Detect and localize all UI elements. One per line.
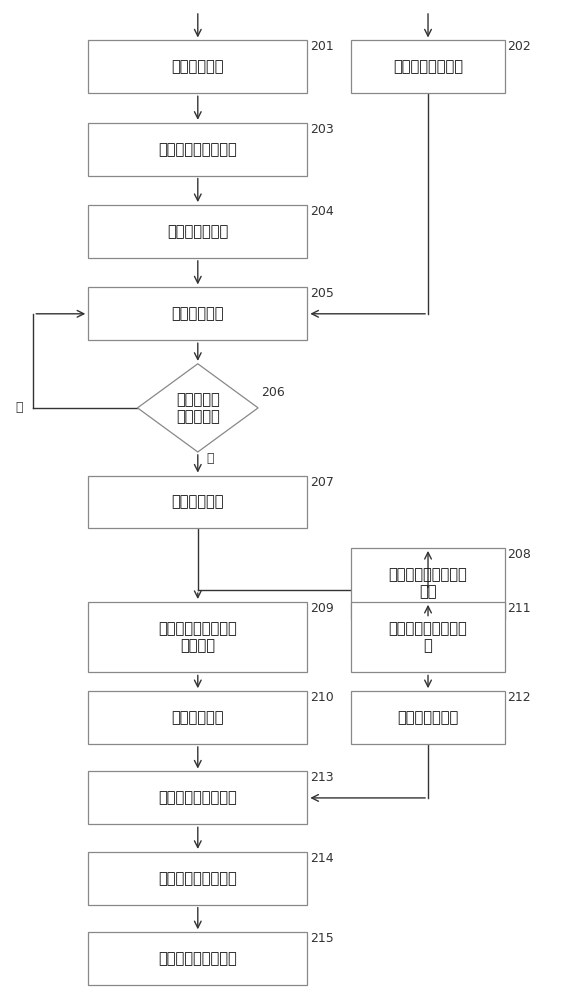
FancyBboxPatch shape (88, 932, 307, 985)
Text: 214: 214 (310, 852, 334, 865)
FancyBboxPatch shape (88, 205, 307, 258)
Text: 212: 212 (508, 691, 531, 704)
FancyBboxPatch shape (88, 40, 307, 93)
Text: 输出连续的心输出量: 输出连续的心输出量 (158, 871, 237, 886)
Text: 更新生理模型: 更新生理模型 (171, 494, 224, 509)
Text: 202: 202 (508, 40, 531, 53)
Text: 209: 209 (310, 602, 334, 615)
Text: 标记连续的心输出量: 标记连续的心输出量 (158, 951, 237, 966)
Text: 建立生理模型: 建立生理模型 (171, 306, 224, 321)
Text: 215: 215 (310, 932, 334, 945)
FancyBboxPatch shape (88, 123, 307, 176)
FancyBboxPatch shape (88, 287, 307, 340)
Text: 判断是否需
要再次计算: 判断是否需 要再次计算 (176, 392, 220, 424)
Text: 201: 201 (310, 40, 334, 53)
Text: 撤出与的血管相接的
导管: 撤出与的血管相接的 导管 (389, 567, 468, 599)
Text: 否: 否 (206, 452, 214, 465)
FancyBboxPatch shape (351, 602, 505, 672)
Text: 测量标准心输出量: 测量标准心输出量 (393, 59, 463, 74)
Text: 是: 是 (15, 401, 22, 414)
FancyBboxPatch shape (351, 548, 505, 619)
Text: 205: 205 (310, 287, 334, 300)
Text: 211: 211 (508, 602, 531, 615)
Text: 获得的脉率值: 获得的脉率值 (171, 710, 224, 725)
FancyBboxPatch shape (88, 691, 307, 744)
Text: 203: 203 (310, 123, 334, 136)
Text: 发接光电信号: 发接光电信号 (171, 59, 224, 74)
Text: 计算每搏输出量: 计算每搏输出量 (397, 710, 459, 725)
Polygon shape (138, 364, 258, 452)
Text: 213: 213 (310, 771, 334, 784)
FancyBboxPatch shape (351, 40, 505, 93)
FancyBboxPatch shape (351, 691, 505, 744)
Text: 得到局部血流量: 得到局部血流量 (167, 224, 228, 239)
Text: 继续连续测量脉搏波
数据信号: 继续连续测量脉搏波 数据信号 (158, 621, 237, 653)
FancyBboxPatch shape (88, 771, 307, 824)
Text: 204: 204 (310, 205, 334, 218)
FancyBboxPatch shape (88, 476, 307, 528)
Text: 得到脉搏波数据信号: 得到脉搏波数据信号 (158, 142, 237, 157)
Text: 210: 210 (310, 691, 334, 704)
Text: 得到连续的局部血流
量: 得到连续的局部血流 量 (389, 621, 468, 653)
FancyBboxPatch shape (88, 602, 307, 672)
Text: 计算连续的心输出量: 计算连续的心输出量 (158, 790, 237, 805)
Text: 208: 208 (508, 548, 532, 561)
Text: 207: 207 (310, 476, 334, 488)
FancyBboxPatch shape (88, 852, 307, 905)
Text: 206: 206 (261, 386, 284, 399)
